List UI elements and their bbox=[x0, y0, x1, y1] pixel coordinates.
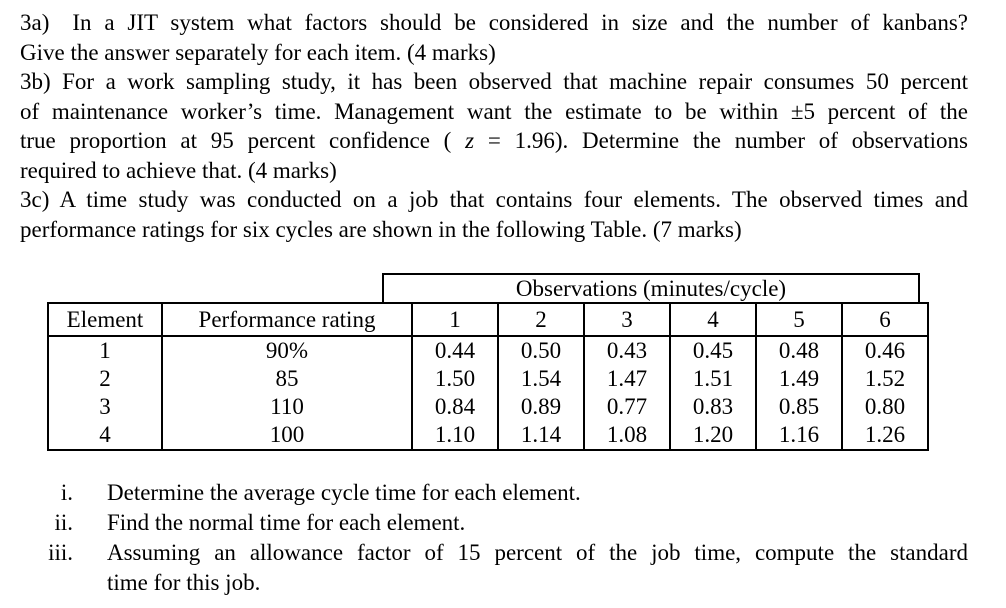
observation-value: 1.49 bbox=[755, 365, 843, 393]
col-header-element: Element bbox=[47, 302, 163, 337]
table-header-row: Element Performance rating 1 2 3 4 5 6 bbox=[47, 302, 929, 337]
list-item-text-line-2: time for this job. bbox=[107, 570, 261, 595]
observation-value: 1.10 bbox=[411, 421, 499, 451]
table-row: 1 90% 0.44 0.50 0.43 0.45 0.48 0.46 bbox=[47, 336, 929, 365]
observation-value: 0.89 bbox=[497, 393, 585, 421]
time-study-table: Element Performance rating 1 2 3 4 5 6 1… bbox=[47, 302, 929, 451]
observation-value: 0.80 bbox=[841, 393, 929, 421]
col-header-cycle-1: 1 bbox=[411, 302, 499, 337]
observation-value: 0.44 bbox=[411, 336, 499, 365]
element-number: 2 bbox=[47, 365, 163, 393]
observation-value: 1.20 bbox=[669, 421, 757, 451]
table-row: 2 85 1.50 1.54 1.47 1.51 1.49 1.52 bbox=[47, 365, 929, 393]
list-item-numeral: i. bbox=[60, 480, 73, 505]
table-row: 4 100 1.10 1.14 1.08 1.20 1.16 1.26 bbox=[47, 421, 929, 451]
q3b-line-3-pre: true proportion at 95 percent confidence… bbox=[20, 128, 466, 153]
observation-value: 0.77 bbox=[583, 393, 671, 421]
observation-value: 0.83 bbox=[669, 393, 757, 421]
q3b-line-2: of maintenance worker’s time. Management… bbox=[20, 98, 968, 124]
observation-value: 0.48 bbox=[755, 336, 843, 365]
observation-value: 1.16 bbox=[755, 421, 843, 451]
list-item-numeral: iii. bbox=[48, 540, 73, 565]
element-number: 1 bbox=[47, 336, 163, 365]
list-item: i. Determine the average cycle time for … bbox=[20, 478, 968, 508]
q3b-line-3: true proportion at 95 percent confidence… bbox=[20, 126, 968, 156]
observation-value: 1.50 bbox=[411, 365, 499, 393]
element-number: 3 bbox=[47, 393, 163, 421]
q3b-line-3-post: = 1.96). Determine the number of observa… bbox=[474, 128, 968, 153]
observation-value: 1.08 bbox=[583, 421, 671, 451]
task-list: i. Determine the average cycle time for … bbox=[0, 478, 1006, 598]
list-item-text: Determine the average cycle time for eac… bbox=[107, 480, 581, 505]
z-variable: z bbox=[465, 128, 475, 153]
observation-value: 1.47 bbox=[583, 365, 671, 393]
observation-value: 1.54 bbox=[497, 365, 585, 393]
observation-value: 0.45 bbox=[669, 336, 757, 365]
q3a-line-1-text: In a JIT system what factors should be c… bbox=[72, 10, 968, 35]
list-item-text-line-1: Assuming an allowance factor of 15 perce… bbox=[107, 540, 968, 565]
performance-rating: 100 bbox=[161, 421, 413, 451]
col-header-cycle-5: 5 bbox=[755, 302, 843, 337]
q3c-line-2: performance ratings for six cycles are s… bbox=[20, 216, 742, 242]
list-item-text: Find the normal time for each element. bbox=[107, 510, 466, 535]
q3a-label: 3a) bbox=[20, 10, 50, 35]
observations-table: Observations (minutes/cycle) Element Per… bbox=[47, 273, 929, 451]
col-header-cycle-6: 6 bbox=[841, 302, 929, 337]
performance-rating: 85 bbox=[161, 365, 413, 393]
q3b-line-1: 3b) For a work sampling study, it has be… bbox=[20, 69, 968, 94]
table-span-header: Observations (minutes/cycle) bbox=[382, 273, 920, 304]
col-header-cycle-3: 3 bbox=[583, 302, 671, 337]
performance-rating: 90% bbox=[161, 336, 413, 365]
observation-value: 0.85 bbox=[755, 393, 843, 421]
performance-rating: 110 bbox=[161, 393, 413, 421]
list-item-numeral: ii. bbox=[54, 510, 73, 535]
q3c-line-1: 3c) A time study was conducted on a job … bbox=[20, 187, 968, 212]
observation-value: 0.43 bbox=[583, 336, 671, 365]
q3a-line-1: 3a) In a JIT system what factors should b… bbox=[20, 8, 968, 38]
observation-value: 0.46 bbox=[841, 336, 929, 365]
q3a-line-2: Give the answer separately for each item… bbox=[20, 39, 496, 65]
col-header-cycle-4: 4 bbox=[669, 302, 757, 337]
list-item-text: Assuming an allowance factor of 15 perce… bbox=[107, 538, 968, 598]
observation-value: 1.14 bbox=[497, 421, 585, 451]
observation-value: 1.52 bbox=[841, 365, 929, 393]
col-header-cycle-2: 2 bbox=[497, 302, 585, 337]
list-item: iii. Assuming an allowance factor of 15 … bbox=[20, 538, 968, 598]
observation-value: 1.26 bbox=[841, 421, 929, 451]
observation-value: 0.50 bbox=[497, 336, 585, 365]
table-row: 3 110 0.84 0.89 0.77 0.83 0.85 0.80 bbox=[47, 393, 929, 421]
element-number: 4 bbox=[47, 421, 163, 451]
question-text-block: 3a) In a JIT system what factors should b… bbox=[0, 0, 1006, 244]
list-item: ii. Find the normal time for each elemen… bbox=[20, 508, 968, 538]
col-header-performance-rating: Performance rating bbox=[161, 302, 413, 337]
observation-value: 0.84 bbox=[411, 393, 499, 421]
observation-value: 1.51 bbox=[669, 365, 757, 393]
q3b-line-4: required to achieve that. (4 marks) bbox=[20, 157, 337, 183]
